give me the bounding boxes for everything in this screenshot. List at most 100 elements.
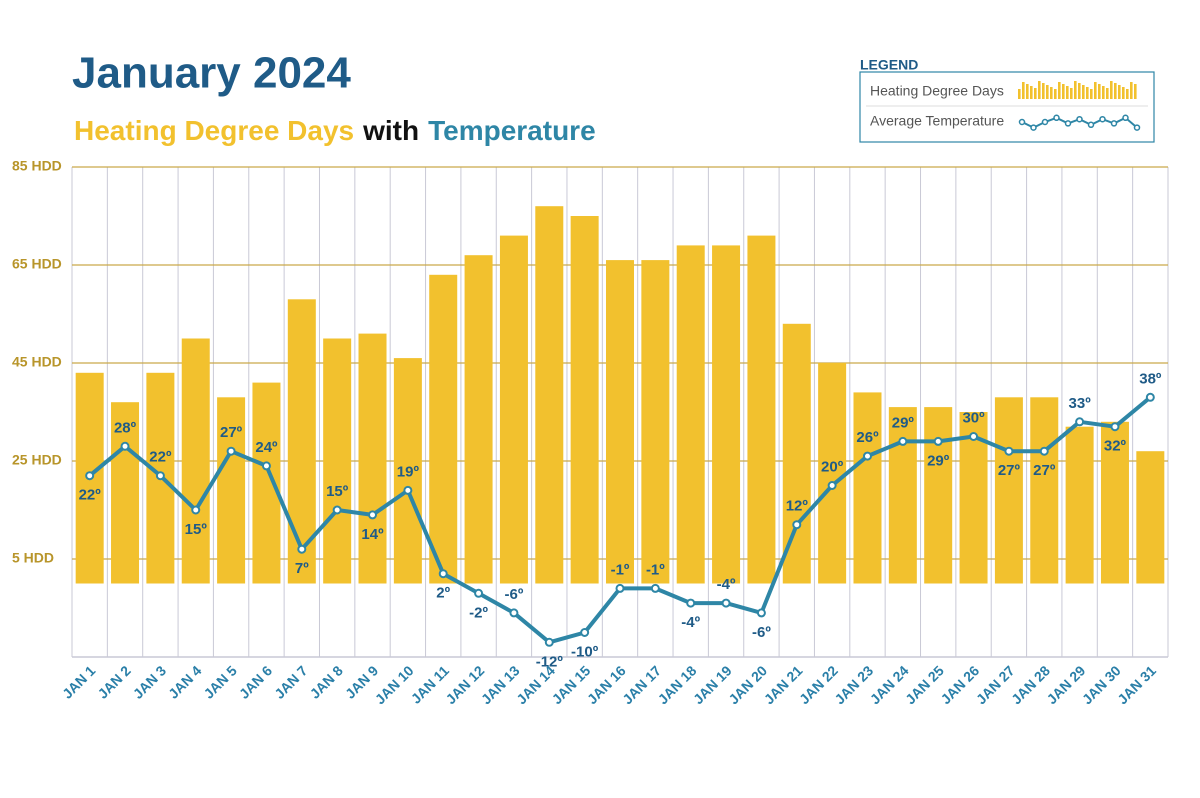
- bar: [535, 206, 564, 584]
- chart-title: January 2024: [72, 49, 351, 98]
- legend-icon-dot: [1064, 120, 1072, 127]
- legend-icon-dot: [1041, 118, 1049, 126]
- x-tick-label: JAN 10: [372, 662, 417, 707]
- temperature-label: -1º: [646, 561, 665, 578]
- legend-icon-bar: [1062, 84, 1065, 99]
- temperature-point: [438, 569, 448, 579]
- x-tick-label: JAN 22: [796, 662, 841, 707]
- temperature-label: 20º: [821, 458, 844, 475]
- bar: [676, 245, 705, 584]
- temperature-point: [721, 598, 731, 608]
- legend-icon-bar: [1022, 82, 1025, 99]
- temperature-label: 7º: [295, 560, 309, 577]
- temperature-point: [580, 628, 590, 637]
- bar: [994, 397, 1023, 584]
- legend-icon-bar: [1102, 86, 1105, 99]
- bar: [853, 392, 882, 584]
- bar: [782, 323, 811, 584]
- legend-icon-bar: [1082, 85, 1085, 99]
- x-tick-label: JAN 2: [94, 662, 134, 702]
- bar: [217, 397, 246, 584]
- legend-icon-bar: [1054, 89, 1057, 99]
- y-tick-label: 45 HDD: [12, 354, 62, 370]
- x-tick-label: JAN 29: [1043, 662, 1088, 707]
- bar: [323, 338, 352, 584]
- temperature-label: 12º: [786, 498, 809, 515]
- x-tick-label: JAN 21: [761, 662, 806, 707]
- x-tick-label: JAN 3: [130, 662, 170, 702]
- temperature-point: [1145, 392, 1155, 402]
- legend-icon-bar: [1050, 87, 1053, 99]
- bar: [1065, 426, 1094, 584]
- x-tick-label: JAN 31: [1114, 662, 1159, 707]
- temperature-label: 19º: [397, 463, 420, 480]
- temperature-point: [650, 583, 660, 593]
- temperature-label: 32º: [1104, 438, 1127, 455]
- legend-icon-bar: [1106, 88, 1109, 99]
- legend-box: [859, 71, 1155, 143]
- x-tick-label: JAN 26: [937, 662, 982, 707]
- temperature-point: [792, 520, 802, 530]
- x-tick-label: JAN 17: [619, 662, 664, 707]
- x-tick-label: JAN 1: [59, 662, 99, 702]
- temperature-label: 29º: [892, 414, 915, 431]
- x-tick-label: JAN 24: [867, 662, 912, 707]
- temperature-point: [544, 637, 554, 647]
- temperature-label: 22º: [149, 449, 172, 466]
- temperature-point: [1004, 446, 1014, 456]
- temperature-point: [85, 471, 95, 481]
- temperature-label: 27º: [220, 424, 243, 441]
- temperature-label: -4º: [717, 576, 736, 593]
- bar: [747, 235, 776, 584]
- temperature-point: [1075, 417, 1085, 427]
- x-tick-label: JAN 8: [307, 662, 347, 702]
- temperature-label: 28º: [114, 419, 137, 436]
- temperature-point: [261, 461, 271, 471]
- legend-icon-bar: [1130, 82, 1133, 99]
- legend-icon-dot: [1133, 124, 1141, 131]
- temperature-point: [933, 436, 943, 446]
- temperature-label: 38º: [1139, 370, 1162, 387]
- temperature-label: 27º: [998, 462, 1021, 479]
- bar: [252, 382, 281, 584]
- temperature-label: 30º: [962, 409, 985, 426]
- temperature-point: [226, 446, 236, 456]
- temperature-point: [120, 441, 130, 451]
- temperature-label: 24º: [255, 439, 278, 456]
- legend-icon-bar: [1118, 85, 1121, 99]
- bar: [1030, 397, 1059, 584]
- temperature-label: -2º: [469, 604, 488, 621]
- legend-icon-dot: [1122, 114, 1129, 122]
- temperature-label: -10º: [571, 643, 599, 660]
- temperature-label: -12º: [536, 653, 564, 670]
- temperature-label: 29º: [927, 452, 950, 469]
- bar: [464, 255, 493, 584]
- legend-icon-bar: [1070, 88, 1073, 99]
- temperature-point: [368, 510, 378, 520]
- x-tick-label: JAN 20: [725, 662, 770, 707]
- legend-icon-bar: [1114, 83, 1117, 99]
- legend-icon-bar: [1098, 84, 1101, 99]
- legend-icon-bar: [1126, 89, 1129, 99]
- legend-icon-bar: [1094, 82, 1097, 99]
- bar: [818, 363, 847, 584]
- y-tick-label: 5 HDD: [12, 550, 54, 566]
- temperature-label: 2º: [436, 585, 450, 602]
- bar: [499, 235, 528, 584]
- temperature-point: [332, 505, 342, 515]
- temperature-label: -1º: [611, 561, 630, 578]
- temperature-point: [686, 598, 696, 608]
- temperature-label: -4º: [681, 614, 700, 631]
- chart-subtitle: Heating Degree Days with Temperature: [74, 115, 596, 146]
- temperature-label: -6º: [505, 586, 524, 603]
- bar: [712, 245, 741, 584]
- x-tick-label: JAN 30: [1079, 662, 1124, 707]
- x-tick-label: JAN 13: [478, 662, 523, 707]
- bar: [888, 407, 917, 584]
- temperature-point: [155, 471, 165, 481]
- bar: [358, 333, 387, 584]
- legend-icon-bar: [1090, 89, 1093, 99]
- legend-title: LEGEND: [860, 57, 918, 73]
- legend-icon-bar: [1134, 84, 1137, 99]
